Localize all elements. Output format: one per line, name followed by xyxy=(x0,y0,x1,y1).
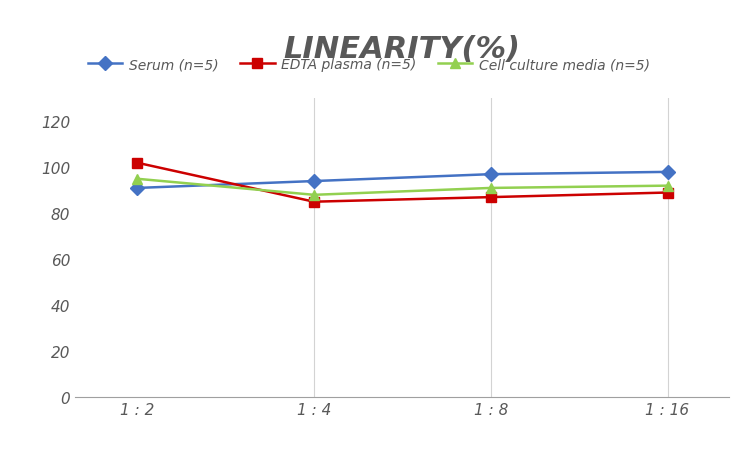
EDTA plasma (n=5) xyxy=(132,161,141,166)
Line: Serum (n=5): Serum (n=5) xyxy=(132,168,672,193)
Line: EDTA plasma (n=5): EDTA plasma (n=5) xyxy=(132,158,672,207)
Cell culture media (n=5) xyxy=(132,177,141,182)
Serum (n=5) xyxy=(309,179,318,184)
Serum (n=5) xyxy=(132,186,141,191)
EDTA plasma (n=5) xyxy=(663,190,672,196)
Legend: Serum (n=5), EDTA plasma (n=5), Cell culture media (n=5): Serum (n=5), EDTA plasma (n=5), Cell cul… xyxy=(82,53,656,78)
Line: Cell culture media (n=5): Cell culture media (n=5) xyxy=(132,175,672,200)
Cell culture media (n=5) xyxy=(309,193,318,198)
EDTA plasma (n=5) xyxy=(309,199,318,205)
Cell culture media (n=5) xyxy=(663,184,672,189)
Cell culture media (n=5) xyxy=(487,186,496,191)
Title: LINEARITY(%): LINEARITY(%) xyxy=(284,35,521,64)
EDTA plasma (n=5) xyxy=(487,195,496,200)
Serum (n=5) xyxy=(487,172,496,178)
Serum (n=5) xyxy=(663,170,672,175)
